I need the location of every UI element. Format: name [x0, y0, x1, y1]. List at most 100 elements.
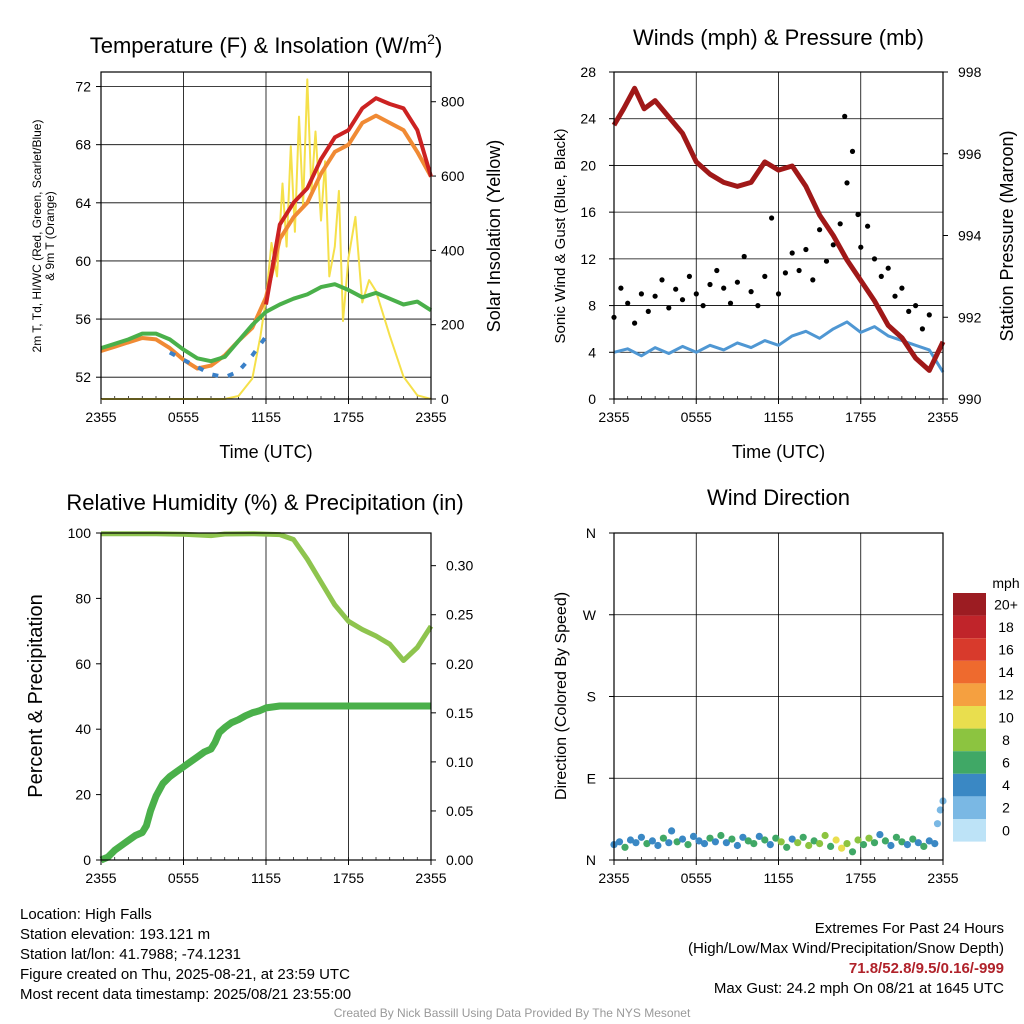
wind-direction-point [648, 837, 657, 845]
extremes-info: Extremes For Past 24 Hours (High/Low/Max… [688, 919, 1004, 999]
wind-direction-frame [613, 532, 944, 861]
max-gust-text: Max Gust: 24.2 mph On 08/21 at 1645 UTC [713, 980, 1004, 997]
wind-direction-point [684, 841, 692, 849]
humidity-series-precip [99, 702, 431, 864]
winds-ytick-label: 24 [580, 111, 596, 127]
temperature-y2tick-label: 400 [441, 242, 465, 258]
humidity-xtick-label: 0555 [168, 870, 199, 886]
winds-gust-point [741, 253, 747, 260]
humidity-series-rh [101, 531, 434, 663]
wind-direction-point [892, 833, 901, 841]
humidity-xtick-label: 1755 [333, 870, 364, 886]
winds-title: Winds (mph) & Pressure (mb) [633, 25, 924, 50]
winds-gust-point [878, 273, 884, 279]
colorbar-label: 4 [1002, 777, 1010, 793]
temperature-y2tick-label: 600 [441, 168, 465, 184]
winds-y2tick-label: 992 [958, 309, 982, 325]
humidity-y2tick-label: 0.30 [446, 558, 473, 574]
wind-direction-point [637, 833, 646, 841]
winds-xtick-label: 1755 [845, 409, 876, 425]
wind-direction-point [695, 837, 703, 845]
winds-y2tick-label: 998 [958, 64, 982, 80]
data-timestamp: Most recent data timestamp: 2025/08/21 2… [20, 986, 352, 1003]
temperature-frame [100, 71, 432, 400]
humidity-ytick-label: 100 [68, 525, 92, 541]
wind-direction-ytick-label: W [583, 607, 597, 623]
wind_direction-xtick-label: 1755 [845, 870, 876, 886]
extremes-title: Extremes For Past 24 Hours [814, 920, 1004, 937]
winds-gust-point [803, 246, 809, 253]
colorbar-label: 18 [998, 619, 1014, 635]
speed-colorbar: mph 20+ 18 16 14 12 10 8 6 4 2 0 [953, 575, 1020, 842]
winds-gust-point [645, 308, 651, 314]
wind-direction-point [816, 840, 824, 848]
humidity-ylabel: Percent & Precipitation [25, 594, 47, 797]
wind-direction-point [739, 833, 747, 841]
temperature-ytick-label: 68 [75, 137, 91, 153]
winds-gust-point [823, 258, 830, 264]
humidity-ytick-label: 20 [75, 787, 91, 803]
temperature-ylabel-line1: 2m T, Td, HI/WC (Red, Green, Scarlet/Blu… [30, 120, 44, 353]
wind-direction-point [903, 841, 912, 849]
station-latlon: Station lat/lon: 41.7988; -74.1231 [20, 946, 242, 963]
winds-gust-point [913, 303, 919, 309]
winds-gust-point [892, 293, 898, 299]
humidity-y2tick-label: 0.15 [446, 705, 473, 721]
temperature-series-heatindex_windchill [168, 335, 268, 380]
wind-direction-point [843, 840, 851, 848]
humidity-xtick-label: 2355 [415, 870, 446, 886]
wind-direction-point [766, 841, 774, 849]
wind-direction-point [925, 837, 933, 845]
station-info: Location: High Falls Station elevation: … [20, 905, 351, 1005]
wind-direction-point [920, 842, 928, 851]
winds-gust-point [899, 285, 905, 291]
wind-direction-point [810, 837, 818, 845]
wind-direction-point [870, 839, 879, 847]
winds-gust-point [755, 303, 761, 309]
wind-direction-point [898, 838, 906, 846]
wind-direction-point [654, 841, 662, 850]
winds-gust-point [919, 326, 926, 332]
winds-gust-point [789, 250, 795, 256]
temperature-y2tick-label: 0 [441, 391, 449, 407]
colorbar-swatch [953, 683, 986, 706]
winds-gust-point [858, 244, 864, 250]
temperature-ytick-label: 56 [75, 311, 91, 327]
winds-xtick-label: 1155 [763, 409, 793, 425]
wind-direction-point [859, 841, 868, 849]
colorbar-swatch [953, 751, 986, 774]
humidity-ytick-label: 40 [75, 721, 91, 737]
winds-gust-point [625, 300, 631, 306]
wind-direction-ytick-label: S [587, 689, 596, 705]
temperature-y2tick-label: 200 [441, 317, 465, 333]
colorbar-label: 12 [998, 687, 1014, 703]
wind-direction-point [668, 827, 676, 835]
winds-series-pressure [611, 85, 946, 373]
winds-gust-point [679, 297, 686, 303]
wind-direction-point [632, 839, 640, 847]
winds-gust-point [906, 308, 912, 314]
winds-gust-point [686, 273, 693, 279]
colorbar-swatch [953, 819, 986, 842]
winds-gust-point [659, 277, 665, 283]
winds-gust-point [810, 277, 816, 283]
winds-frame [613, 71, 944, 400]
colorbar-swatch [953, 593, 986, 616]
wind-direction-ylabel: Direction (Colored By Speed) [553, 592, 570, 800]
wind-direction-point [805, 841, 813, 850]
winds-gust-point [707, 281, 713, 288]
colorbar-swatch [953, 638, 986, 661]
temperature-y2tick-label: 800 [441, 94, 465, 110]
winds-y2tick-label: 990 [958, 391, 982, 407]
winds-gust-point [721, 285, 727, 291]
wind-direction-ytick-label: N [586, 852, 596, 868]
winds-ytick-label: 20 [580, 157, 596, 173]
colorbar-label: 20+ [994, 596, 1018, 612]
winds-gust-point [782, 270, 789, 276]
humidity-y2tick-label: 0.00 [446, 852, 473, 868]
winds-gust-point [849, 148, 856, 154]
winds-gust-point [926, 312, 932, 318]
winds-ytick-label: 8 [588, 298, 596, 314]
